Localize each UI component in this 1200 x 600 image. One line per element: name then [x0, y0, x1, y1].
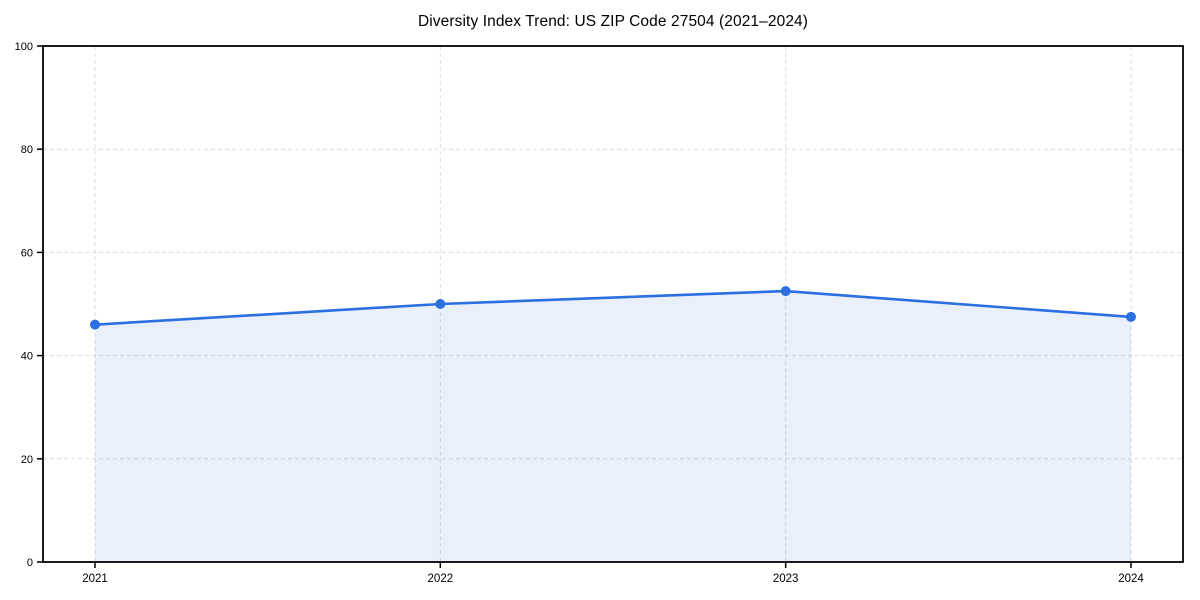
x-axis-tick-label: 2024 — [1118, 573, 1144, 585]
y-axis-tick-label: 80 — [21, 144, 33, 156]
chart-title: Diversity Index Trend: US ZIP Code 27504… — [417, 13, 809, 30]
area-fill — [95, 291, 1131, 562]
trend-line — [93, 289, 1133, 326]
y-axis-tick-label: 20 — [21, 454, 33, 466]
y-axis-tick-label: 0 — [27, 557, 33, 569]
x-axis-tick-label: 2021 — [82, 573, 108, 585]
data-point-marker — [780, 286, 791, 297]
x-axis-tick-label: 2023 — [773, 573, 799, 585]
y-axis-tick-label: 100 — [15, 41, 33, 53]
data-point-marker — [435, 299, 446, 309]
data-point-marker — [1126, 311, 1136, 322]
x-axis-tick-label: 2022 — [428, 573, 454, 585]
plot-border — [42, 45, 1184, 563]
y-axis-tick-label: 40 — [21, 351, 33, 363]
data-point-marker — [90, 319, 100, 330]
y-axis-tick-label: 60 — [21, 247, 33, 259]
